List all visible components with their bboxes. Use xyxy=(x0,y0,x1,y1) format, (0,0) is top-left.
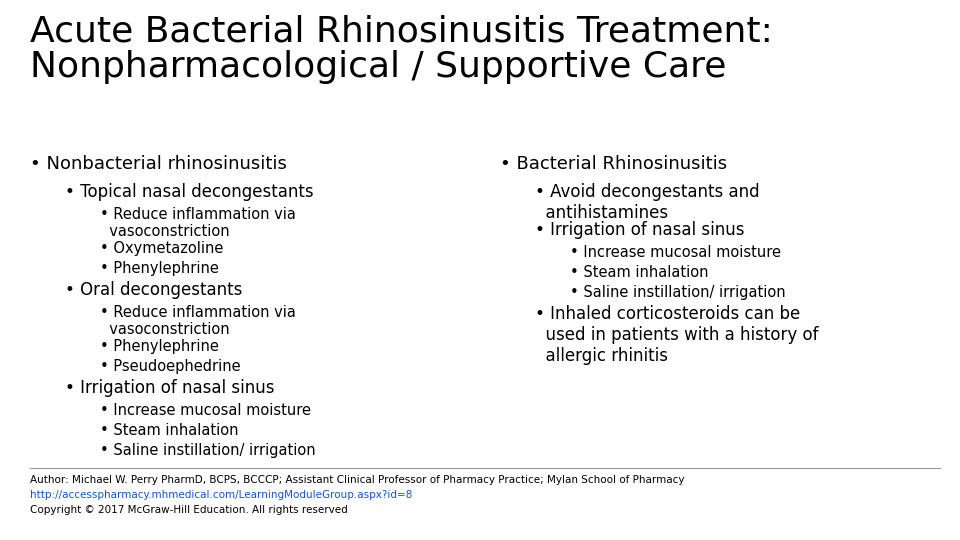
Text: • Steam inhalation: • Steam inhalation xyxy=(570,265,708,280)
Text: • Saline instillation/ irrigation: • Saline instillation/ irrigation xyxy=(570,285,785,300)
Text: • Topical nasal decongestants: • Topical nasal decongestants xyxy=(65,183,314,201)
Text: • Inhaled corticosteroids can be
  used in patients with a history of
  allergic: • Inhaled corticosteroids can be used in… xyxy=(535,305,819,364)
Text: • Oral decongestants: • Oral decongestants xyxy=(65,281,242,299)
Text: • Reduce inflammation via
  vasoconstriction: • Reduce inflammation via vasoconstricti… xyxy=(100,207,296,239)
Text: • Nonbacterial rhinosinusitis: • Nonbacterial rhinosinusitis xyxy=(30,155,287,173)
Text: • Avoid decongestants and
  antihistamines: • Avoid decongestants and antihistamines xyxy=(535,183,759,222)
Text: • Phenylephrine: • Phenylephrine xyxy=(100,261,219,276)
Text: • Increase mucosal moisture: • Increase mucosal moisture xyxy=(100,403,311,418)
Text: http://accesspharmacy.mhmedical.com/LearningModuleGroup.aspx?id=8: http://accesspharmacy.mhmedical.com/Lear… xyxy=(30,490,413,500)
Text: • Bacterial Rhinosinusitis: • Bacterial Rhinosinusitis xyxy=(500,155,727,173)
Text: Nonpharmacological / Supportive Care: Nonpharmacological / Supportive Care xyxy=(30,50,727,84)
Text: • Oxymetazoline: • Oxymetazoline xyxy=(100,241,224,256)
Text: • Reduce inflammation via
  vasoconstriction: • Reduce inflammation via vasoconstricti… xyxy=(100,305,296,338)
Text: Copyright © 2017 McGraw-Hill Education. All rights reserved: Copyright © 2017 McGraw-Hill Education. … xyxy=(30,505,348,515)
Text: • Steam inhalation: • Steam inhalation xyxy=(100,423,238,438)
Text: • Pseudoephedrine: • Pseudoephedrine xyxy=(100,359,241,374)
Text: • Phenylephrine: • Phenylephrine xyxy=(100,339,219,354)
Text: • Saline instillation/ irrigation: • Saline instillation/ irrigation xyxy=(100,443,316,458)
Text: Acute Bacterial Rhinosinusitis Treatment:: Acute Bacterial Rhinosinusitis Treatment… xyxy=(30,15,773,49)
Text: • Increase mucosal moisture: • Increase mucosal moisture xyxy=(570,245,781,260)
Text: Author: Michael W. Perry PharmD, BCPS, BCCCP; Assistant Clinical Professor of Ph: Author: Michael W. Perry PharmD, BCPS, B… xyxy=(30,475,684,485)
Text: • Irrigation of nasal sinus: • Irrigation of nasal sinus xyxy=(535,221,745,239)
Text: • Irrigation of nasal sinus: • Irrigation of nasal sinus xyxy=(65,379,275,397)
